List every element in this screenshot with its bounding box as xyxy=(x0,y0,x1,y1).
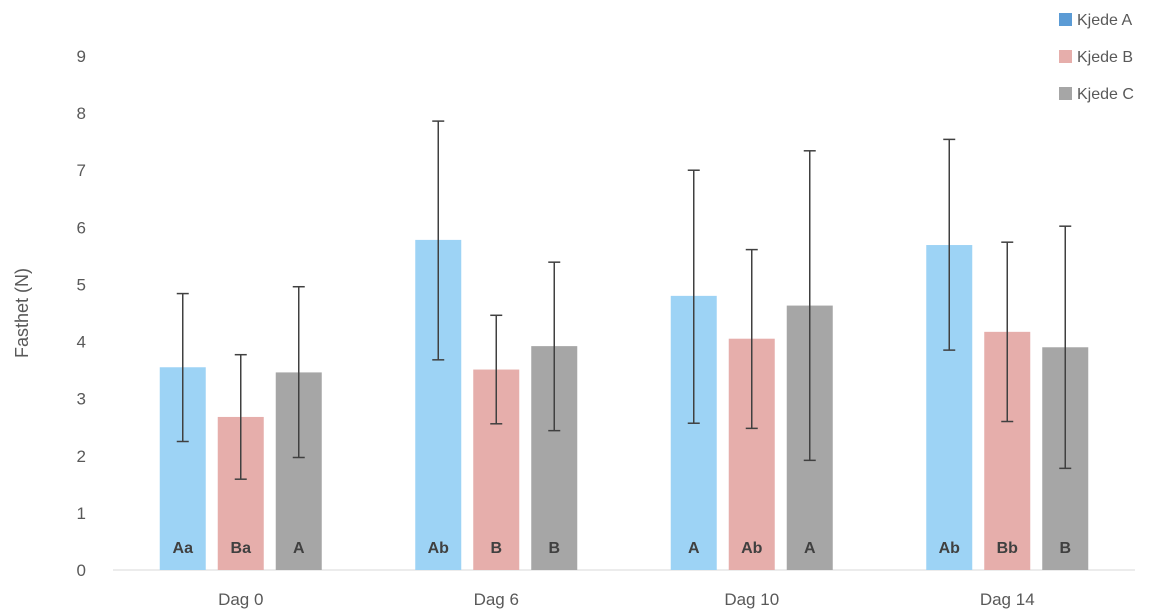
error-bar xyxy=(1001,241,1014,423)
y-tick-label: 0 xyxy=(77,561,86,580)
y-tick-label: 4 xyxy=(77,333,86,352)
y-tick-label: 3 xyxy=(77,390,86,409)
error-bar xyxy=(803,150,816,462)
bar-significance-label: Ba xyxy=(231,540,252,557)
bar-significance-label: B xyxy=(1059,540,1071,557)
y-axis-title: Fasthet (N) xyxy=(12,268,32,358)
x-tick-label: Dag 0 xyxy=(218,590,263,609)
y-axis-ticks: 0 1 2 3 4 5 6 7 8 9 xyxy=(77,47,86,580)
error-bar xyxy=(176,292,189,443)
bar-significance-label: Ab xyxy=(428,540,450,557)
bar-labels-group: Aa Ba A Ab B B A Ab A Ab Bb B xyxy=(173,540,1072,557)
legend-label: Kjede A xyxy=(1077,12,1132,29)
legend-label: Kjede B xyxy=(1077,49,1133,66)
legend-item: Kjede A xyxy=(1059,12,1132,29)
legend-item: Kjede C xyxy=(1059,86,1134,103)
legend-label: Kjede C xyxy=(1077,86,1134,103)
legend-swatch xyxy=(1059,13,1072,26)
bar-significance-label: B xyxy=(548,540,560,557)
bar-significance-label: Ab xyxy=(939,540,961,557)
y-tick-label: 9 xyxy=(77,47,86,66)
legend: Kjede A Kjede B Kjede C xyxy=(1059,12,1134,103)
error-bar xyxy=(745,248,758,430)
error-bar xyxy=(234,353,247,480)
error-bar xyxy=(943,138,956,351)
y-tick-label: 8 xyxy=(77,104,86,123)
bar-significance-label: Bb xyxy=(997,540,1019,557)
bar-significance-label: A xyxy=(804,540,816,557)
y-tick-label: 2 xyxy=(77,447,86,466)
x-tick-label: Dag 14 xyxy=(980,590,1035,609)
bar-significance-label: B xyxy=(490,540,502,557)
error-bar xyxy=(548,261,561,432)
error-bar xyxy=(432,120,445,361)
legend-swatch xyxy=(1059,50,1072,63)
bar-significance-label: Aa xyxy=(173,540,194,557)
bar-significance-label: A xyxy=(293,540,305,557)
error-bar xyxy=(1059,225,1072,470)
error-bar xyxy=(490,314,503,425)
error-bar xyxy=(292,285,305,459)
y-axis-title-group: Fasthet (N) xyxy=(12,268,32,358)
legend-item: Kjede B xyxy=(1059,49,1133,66)
legend-swatch xyxy=(1059,87,1072,100)
bar-significance-label: Ab xyxy=(741,540,763,557)
error-bar xyxy=(687,169,700,424)
y-tick-label: 5 xyxy=(77,275,86,294)
y-tick-label: 1 xyxy=(77,504,86,523)
bar-significance-label: A xyxy=(688,540,700,557)
x-tick-label: Dag 6 xyxy=(474,590,519,609)
y-tick-label: 6 xyxy=(77,218,86,237)
x-tick-label: Dag 10 xyxy=(724,590,779,609)
error-bars-group xyxy=(176,120,1072,480)
y-tick-label: 7 xyxy=(77,161,86,180)
x-axis-ticks: Dag 0 Dag 6 Dag 10 Dag 14 xyxy=(218,590,1035,609)
